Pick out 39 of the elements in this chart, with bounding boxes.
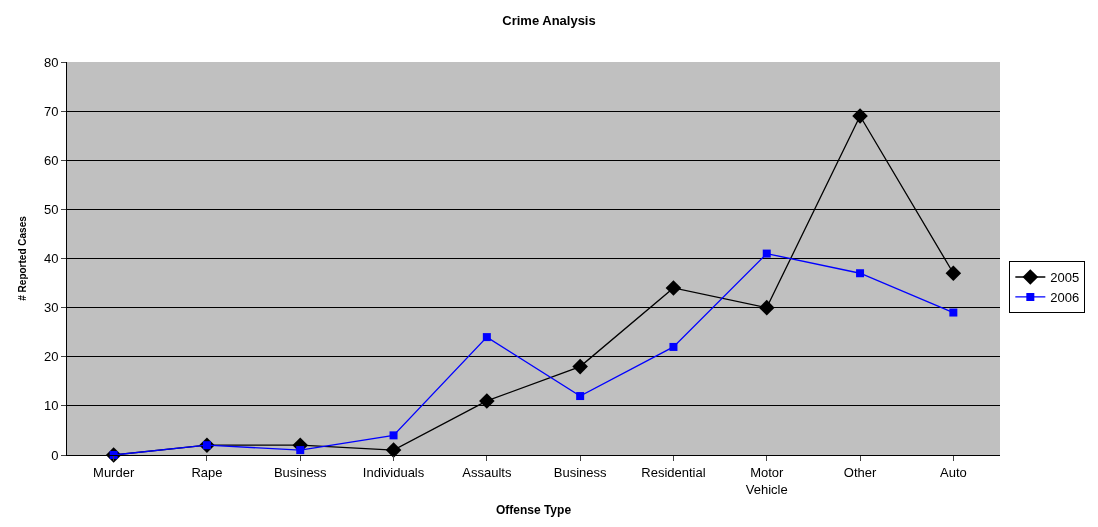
point [949,308,958,317]
x-tick-label: Business [553,464,608,480]
point [296,446,305,455]
point [665,280,682,296]
y-tick-label: 60 [43,152,59,168]
x-tick-label: Auto [939,464,967,480]
point [945,265,962,282]
point [479,393,495,409]
x-tick-label: Residential [641,464,706,480]
x-tick-label: Other [843,464,877,480]
point [385,442,402,458]
legend-label: 2006 [1050,289,1080,305]
point [669,342,678,351]
y-tick-label: 0 [51,447,59,463]
x-tick-label: Motor Vehicle [745,464,788,497]
x-tick-label: Individuals [362,464,425,480]
point [572,358,588,375]
y-axis-title: # Reported Cases [16,215,28,301]
y-tick-label: 50 [43,201,59,217]
point [856,269,865,278]
x-tick-label: Rape [191,464,223,480]
x-axis-title: Offense Type [495,503,572,518]
y-tick-label: 10 [43,398,59,414]
point [758,299,775,316]
y-tick-label: 30 [43,300,59,316]
point [576,392,585,401]
point [389,431,398,440]
y-tick-label: 40 [43,251,59,267]
legend-label: 2005 [1050,270,1080,286]
x-tick-label: Assaults [462,464,512,480]
point [482,333,491,342]
point [762,249,771,258]
y-tick-label: 80 [43,54,59,70]
x-tick-label: Business [273,464,328,480]
x-tick-label: Murder [93,464,135,480]
chart-title: Crime Analysis [502,12,596,28]
y-tick-label: 20 [43,349,59,365]
y-tick-label: 70 [43,103,59,119]
point [852,108,868,124]
